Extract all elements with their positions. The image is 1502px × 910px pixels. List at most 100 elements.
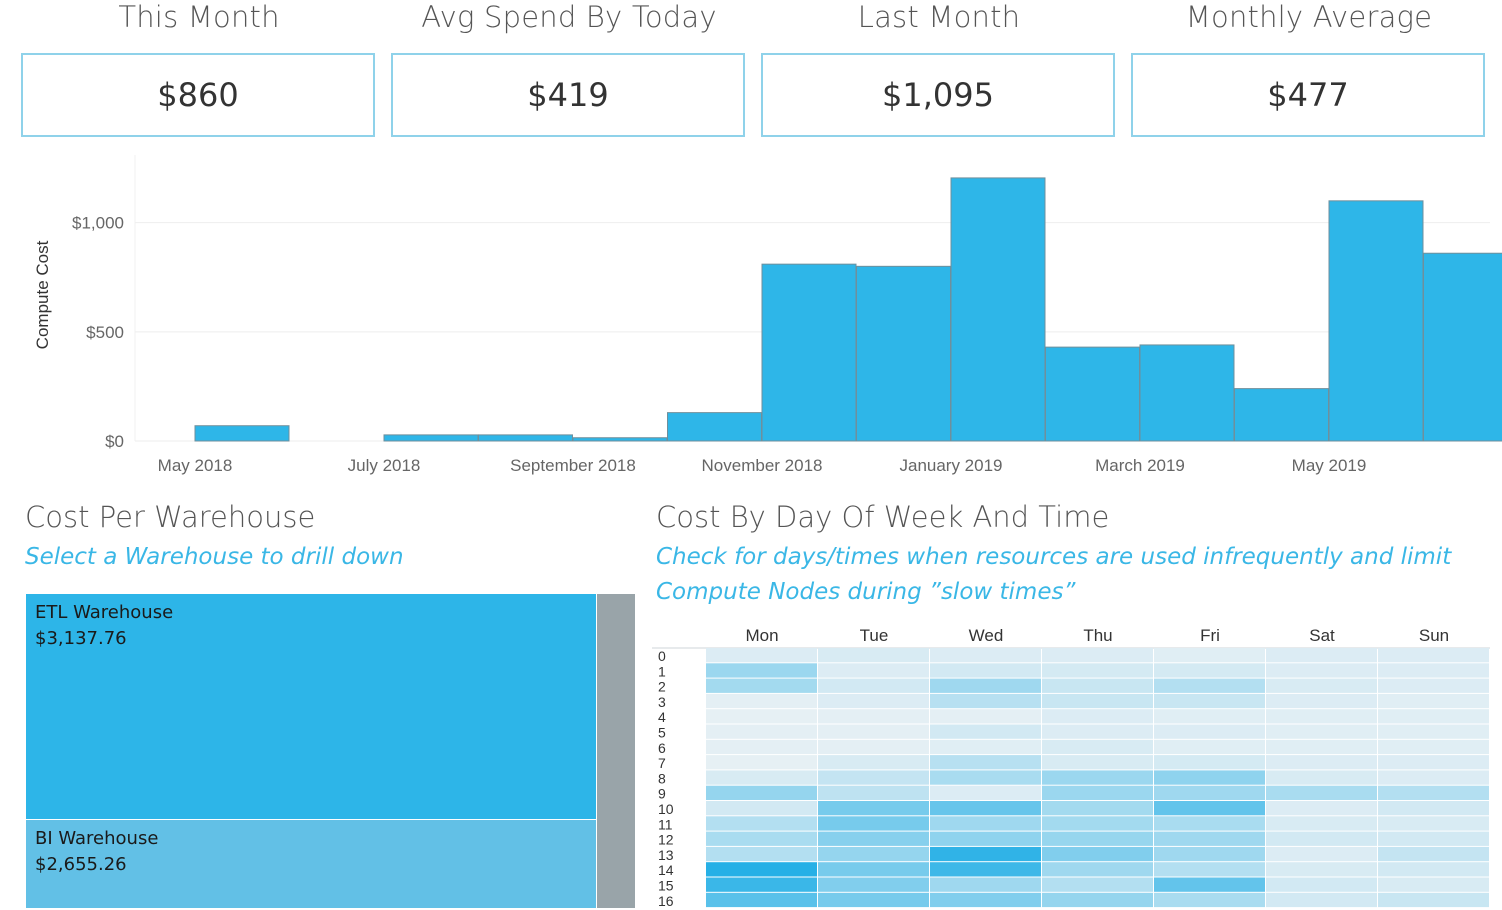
heatmap-cell[interactable] bbox=[1266, 709, 1377, 723]
heatmap-cell[interactable] bbox=[930, 725, 1041, 739]
heatmap-cell[interactable] bbox=[1154, 663, 1265, 677]
bar[interactable] bbox=[479, 435, 573, 441]
heatmap-cell[interactable] bbox=[1378, 832, 1489, 846]
heatmap-cell[interactable] bbox=[1042, 770, 1153, 784]
heatmap-cell[interactable] bbox=[818, 832, 929, 846]
heatmap-cell[interactable] bbox=[706, 648, 817, 662]
heatmap-cell[interactable] bbox=[1378, 663, 1489, 677]
heatmap-cell[interactable] bbox=[1378, 694, 1489, 708]
kpi-value-box[interactable]: $860 bbox=[21, 53, 375, 137]
bar[interactable] bbox=[1140, 345, 1234, 441]
bar[interactable] bbox=[573, 438, 667, 441]
heatmap-cell[interactable] bbox=[1154, 832, 1265, 846]
heatmap-cell[interactable] bbox=[930, 755, 1041, 769]
heatmap-cell[interactable] bbox=[818, 740, 929, 754]
heatmap-cell[interactable] bbox=[818, 709, 929, 723]
treemap-block-bi-warehouse[interactable]: BI Warehouse $2,655.26 bbox=[25, 819, 597, 909]
heatmap-cell[interactable] bbox=[930, 679, 1041, 693]
heatmap-cell[interactable] bbox=[1154, 694, 1265, 708]
heatmap-cell[interactable] bbox=[1154, 755, 1265, 769]
heatmap-cell[interactable] bbox=[1042, 832, 1153, 846]
heatmap-cell[interactable] bbox=[818, 663, 929, 677]
heatmap-cell[interactable] bbox=[818, 648, 929, 662]
bar[interactable] bbox=[951, 178, 1045, 441]
heatmap-cell[interactable] bbox=[1266, 770, 1377, 784]
bar[interactable] bbox=[384, 435, 478, 441]
heatmap-cell[interactable] bbox=[706, 663, 817, 677]
bar[interactable] bbox=[1235, 389, 1329, 441]
heatmap-cell[interactable] bbox=[706, 755, 817, 769]
heatmap-cell[interactable] bbox=[930, 801, 1041, 815]
heatmap-cell[interactable] bbox=[1154, 725, 1265, 739]
bar[interactable] bbox=[1329, 201, 1423, 441]
treemap-block-etl-warehouse[interactable]: ETL Warehouse $3,137.76 bbox=[25, 593, 597, 820]
heatmap-cell[interactable] bbox=[1266, 648, 1377, 662]
heatmap-cell[interactable] bbox=[706, 725, 817, 739]
heatmap-cell[interactable] bbox=[1266, 847, 1377, 861]
heatmap-cell[interactable] bbox=[1154, 740, 1265, 754]
heatmap-cell[interactable] bbox=[1378, 770, 1489, 784]
heatmap-cell[interactable] bbox=[818, 862, 929, 876]
heatmap-cell[interactable] bbox=[1378, 786, 1489, 800]
heatmap-cell[interactable] bbox=[1266, 755, 1377, 769]
heatmap-cell[interactable] bbox=[818, 878, 929, 892]
heatmap-cell[interactable] bbox=[818, 755, 929, 769]
heatmap-cell[interactable] bbox=[1378, 755, 1489, 769]
heatmap-cell[interactable] bbox=[1378, 801, 1489, 815]
heatmap-cell[interactable] bbox=[1154, 786, 1265, 800]
heatmap-cell[interactable] bbox=[1266, 786, 1377, 800]
heatmap-cell[interactable] bbox=[930, 740, 1041, 754]
heatmap-cell[interactable] bbox=[706, 862, 817, 876]
heatmap-cell[interactable] bbox=[706, 709, 817, 723]
heatmap-cell[interactable] bbox=[1154, 862, 1265, 876]
heatmap-cell[interactable] bbox=[706, 694, 817, 708]
heatmap-cell[interactable] bbox=[930, 694, 1041, 708]
heatmap-cell[interactable] bbox=[706, 832, 817, 846]
heatmap-cell[interactable] bbox=[818, 725, 929, 739]
heatmap-cell[interactable] bbox=[1154, 847, 1265, 861]
heatmap-cell[interactable] bbox=[818, 770, 929, 784]
heatmap-cell[interactable] bbox=[1042, 878, 1153, 892]
heatmap-cell[interactable] bbox=[1042, 663, 1153, 677]
heatmap-cell[interactable] bbox=[1266, 663, 1377, 677]
heatmap-cell[interactable] bbox=[706, 770, 817, 784]
heatmap-cell[interactable] bbox=[1042, 679, 1153, 693]
heatmap-cell[interactable] bbox=[1154, 709, 1265, 723]
heatmap-cell[interactable] bbox=[930, 770, 1041, 784]
heatmap-cell[interactable] bbox=[1378, 709, 1489, 723]
heatmap-cell[interactable] bbox=[706, 816, 817, 830]
heatmap-cell[interactable] bbox=[1378, 878, 1489, 892]
heatmap-cell[interactable] bbox=[1378, 847, 1489, 861]
bar[interactable] bbox=[857, 266, 951, 441]
heatmap-cell[interactable] bbox=[1266, 801, 1377, 815]
heatmap-cell[interactable] bbox=[706, 786, 817, 800]
heatmap-cell[interactable] bbox=[1042, 648, 1153, 662]
heatmap-cell[interactable] bbox=[818, 679, 929, 693]
heatmap-cell[interactable] bbox=[818, 801, 929, 815]
heatmap-cell[interactable] bbox=[1378, 648, 1489, 662]
heatmap-cell[interactable] bbox=[706, 679, 817, 693]
bar[interactable] bbox=[762, 264, 856, 441]
heatmap-cell[interactable] bbox=[930, 786, 1041, 800]
heatmap-cell[interactable] bbox=[818, 816, 929, 830]
heatmap-cell[interactable] bbox=[930, 862, 1041, 876]
heatmap-cell[interactable] bbox=[818, 694, 929, 708]
heatmap-cell[interactable] bbox=[930, 648, 1041, 662]
bar[interactable] bbox=[1046, 347, 1140, 441]
kpi-value-box[interactable]: $1,095 bbox=[761, 53, 1115, 137]
heatmap-cell[interactable] bbox=[1042, 847, 1153, 861]
heatmap-cell[interactable] bbox=[1266, 816, 1377, 830]
heatmap-cell[interactable] bbox=[1266, 878, 1377, 892]
heatmap-cell[interactable] bbox=[1266, 862, 1377, 876]
heatmap-cell[interactable] bbox=[1154, 770, 1265, 784]
heatmap-cell[interactable] bbox=[706, 878, 817, 892]
heatmap-cell[interactable] bbox=[1266, 740, 1377, 754]
heatmap-cell[interactable] bbox=[1378, 679, 1489, 693]
heatmap-cell[interactable] bbox=[930, 878, 1041, 892]
heatmap-cell[interactable] bbox=[930, 847, 1041, 861]
kpi-value-box[interactable]: $477 bbox=[1131, 53, 1485, 137]
heatmap-cell[interactable] bbox=[1266, 679, 1377, 693]
heatmap-cell[interactable] bbox=[818, 847, 929, 861]
heatmap-cell[interactable] bbox=[1042, 755, 1153, 769]
treemap-block-other-warehouse[interactable] bbox=[596, 593, 636, 909]
